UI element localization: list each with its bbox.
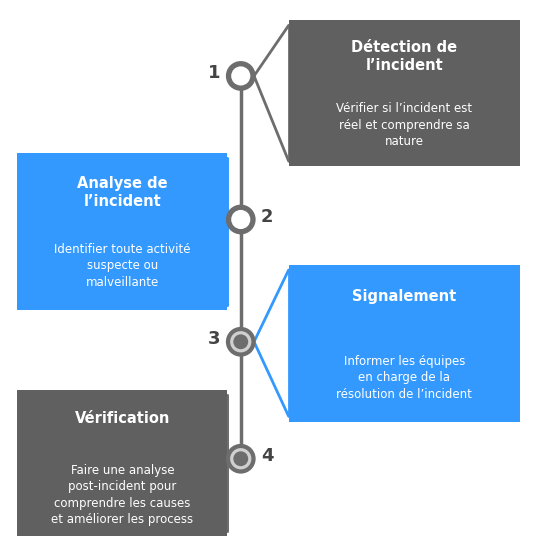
Text: Vérifier si l’incident est
réel et comprendre sa
nature: Vérifier si l’incident est réel et compr… bbox=[336, 103, 472, 148]
Text: Faire une analyse
post-incident pour
comprendre les causes
et améliorer les proc: Faire une analyse post-incident pour com… bbox=[51, 464, 193, 526]
Circle shape bbox=[226, 327, 255, 356]
Text: 4: 4 bbox=[261, 447, 273, 465]
Circle shape bbox=[230, 448, 252, 469]
FancyBboxPatch shape bbox=[288, 20, 520, 166]
Circle shape bbox=[233, 334, 248, 349]
Circle shape bbox=[226, 61, 255, 91]
Text: Identifier toute activité
suspecte ou
malveillante: Identifier toute activité suspecte ou ma… bbox=[54, 243, 191, 289]
Text: Informer les équipes
en charge de la
résolution de l’incident: Informer les équipes en charge de la rés… bbox=[336, 355, 472, 401]
Text: Vérification: Vérification bbox=[75, 411, 170, 427]
Text: Analyse de
l’incident: Analyse de l’incident bbox=[77, 176, 168, 209]
Text: 3: 3 bbox=[208, 330, 220, 348]
Circle shape bbox=[233, 451, 248, 466]
Text: Signalement: Signalement bbox=[352, 288, 456, 303]
Circle shape bbox=[231, 210, 251, 229]
Text: 1: 1 bbox=[208, 64, 220, 82]
FancyBboxPatch shape bbox=[288, 265, 520, 422]
Circle shape bbox=[226, 205, 255, 234]
FancyBboxPatch shape bbox=[17, 390, 227, 536]
Circle shape bbox=[226, 444, 255, 474]
Text: Détection de
l’incident: Détection de l’incident bbox=[351, 40, 457, 73]
Circle shape bbox=[231, 66, 251, 85]
Text: 2: 2 bbox=[261, 208, 273, 226]
FancyBboxPatch shape bbox=[17, 153, 227, 310]
Circle shape bbox=[230, 331, 252, 353]
